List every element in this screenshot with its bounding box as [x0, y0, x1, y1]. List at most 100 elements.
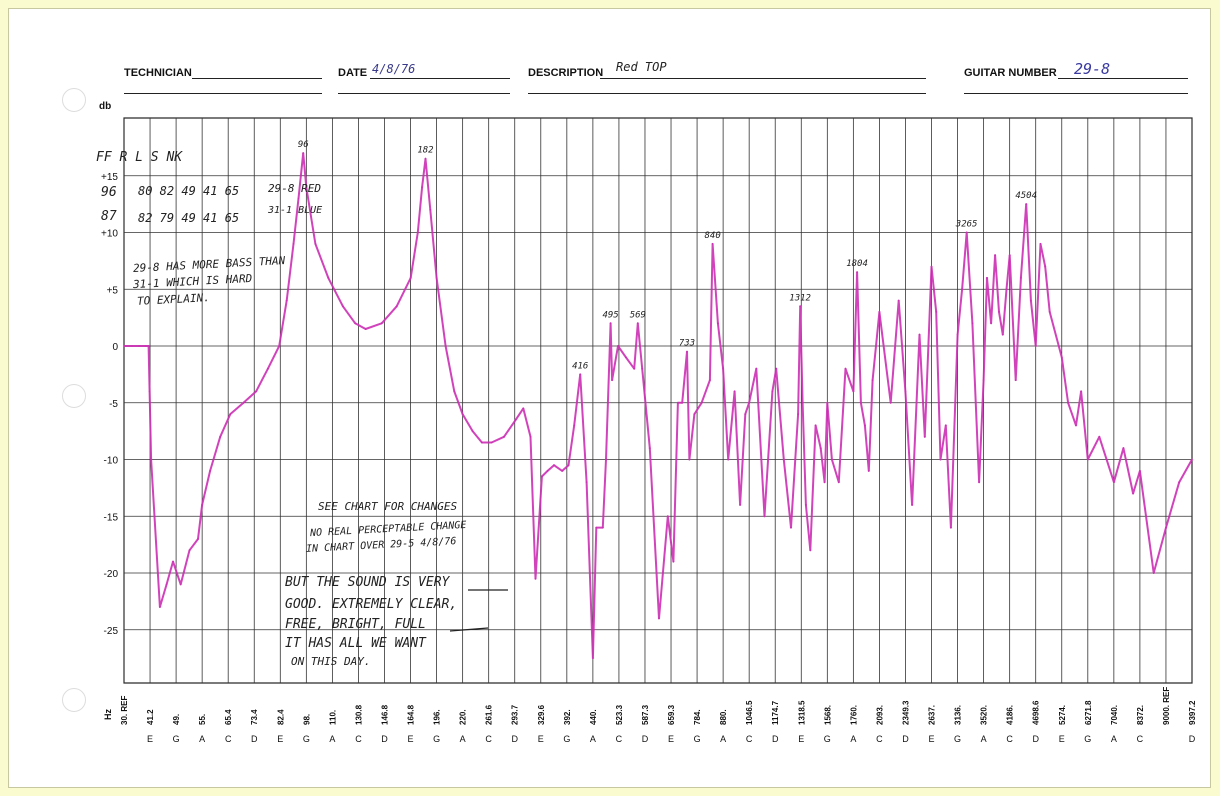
technician-line: [192, 78, 322, 79]
data-point: [409, 277, 412, 279]
data-point: [147, 345, 150, 347]
y-tick-label: -5: [109, 399, 118, 410]
data-point: [1039, 243, 1042, 245]
data-point: [172, 560, 174, 563]
x-tick-note: G: [1084, 734, 1091, 744]
x-tick-freq: 261.6: [485, 704, 494, 725]
x-tick-note: C: [876, 734, 883, 744]
data-point: [681, 401, 684, 404]
data-point: [727, 458, 730, 461]
data-point: [709, 379, 711, 381]
notes-row2-freq: 87: [101, 209, 117, 224]
x-tick-note: E: [798, 734, 804, 744]
data-point: [138, 345, 140, 347]
data-point: [605, 458, 607, 461]
punch-hole: [62, 88, 86, 112]
x-tick-note: A: [460, 734, 466, 744]
notes-sound-4: IT HAS ALL WE WANT: [285, 636, 426, 651]
x-tick-note: G: [954, 734, 961, 744]
x-tick-note: E: [538, 734, 544, 744]
data-point: [944, 424, 947, 427]
guitar-number-label: GUITAR NUMBER: [964, 67, 1057, 79]
data-point: [897, 299, 900, 302]
data-point: [722, 367, 724, 370]
x-tick-note: C: [1137, 734, 1144, 744]
data-point: [609, 322, 612, 325]
x-tick-note: A: [981, 734, 987, 744]
data-point: [889, 401, 892, 404]
data-point: [305, 186, 308, 189]
data-point: [1165, 526, 1167, 529]
data-point: [860, 401, 862, 404]
data-point: [297, 197, 300, 200]
data-point: [837, 481, 840, 484]
x-tick-freq: 2637.: [928, 705, 937, 725]
x-tick-note: G: [303, 734, 310, 744]
x-tick-freq: 110.: [328, 710, 337, 725]
data-point: [771, 390, 774, 393]
x-tick-freq: 3136.: [954, 705, 963, 725]
data-point: [1067, 401, 1069, 404]
x-tick-note: D: [772, 734, 779, 744]
data-point: [1098, 435, 1101, 438]
notes-row2-values: 82 79 49 41 65: [138, 211, 240, 225]
chart-sheet: [8, 8, 1211, 788]
x-tick-note: E: [929, 734, 935, 744]
data-point: [1178, 481, 1181, 484]
data-point: [867, 470, 870, 472]
x-tick-freq: 4698.6: [1032, 700, 1041, 725]
data-point: [529, 435, 532, 438]
notes-sound-1: BUT THE SOUND IS VERY: [285, 575, 450, 590]
notes-table-header: FF R L S NK: [96, 150, 183, 165]
y-tick-label: -15: [104, 512, 119, 523]
x-tick-freq: 65.4: [224, 709, 233, 725]
data-point: [1044, 265, 1047, 268]
data-point: [677, 401, 679, 404]
y-axis-label: db: [99, 101, 111, 112]
peak-label: 3265: [955, 220, 978, 230]
data-point: [159, 606, 161, 608]
data-point: [625, 356, 627, 359]
data-point: [150, 458, 153, 461]
data-point: [165, 583, 168, 586]
data-point: [633, 367, 636, 370]
data-point: [380, 322, 383, 325]
x-tick-freq: 146.8: [380, 704, 389, 725]
x-tick-freq: 784.: [693, 709, 702, 725]
x-tick-note: E: [668, 734, 674, 744]
data-point: [1034, 345, 1037, 347]
data-point: [278, 345, 281, 347]
punch-hole: [62, 688, 86, 712]
data-point: [1014, 379, 1017, 381]
data-point: [567, 464, 570, 467]
x-tick-note: D: [251, 734, 258, 744]
data-point: [1025, 203, 1028, 206]
y-tick-label: +5: [107, 285, 119, 296]
x-tick-note: C: [225, 734, 232, 744]
x-tick-freq: 2349.3: [901, 700, 910, 725]
description-value: Red TOP: [616, 60, 667, 74]
rule: [338, 93, 510, 94]
y-tick-label: +15: [101, 172, 118, 183]
data-point: [826, 401, 829, 404]
data-point: [797, 413, 799, 415]
data-point: [852, 390, 855, 393]
data-point: [809, 549, 812, 552]
x-tick-note: E: [277, 734, 283, 744]
x-axis-ticks: 30. REF 41.2 E 49. G 55. A 65.4 C 73.4 D 82.4 E 98. G 1…: [120, 687, 1197, 744]
x-tick-freq: 5274.: [1058, 705, 1067, 725]
data-point: [1075, 424, 1077, 427]
x-tick-freq: 6271.8: [1084, 700, 1093, 725]
data-point: [561, 470, 564, 472]
data-point: [904, 390, 907, 393]
y-tick-label: -25: [104, 626, 119, 637]
data-point: [1139, 470, 1141, 472]
x-tick-freq: 164.8: [407, 704, 416, 725]
data-point: [617, 345, 619, 347]
peak-labels: 96 182 416 495 569 733 840 1312 1804 3265 4504: [298, 140, 1037, 371]
data-point: [799, 305, 802, 308]
data-point: [658, 617, 660, 620]
data-point: [672, 560, 675, 563]
peak-label: 495: [602, 310, 618, 320]
